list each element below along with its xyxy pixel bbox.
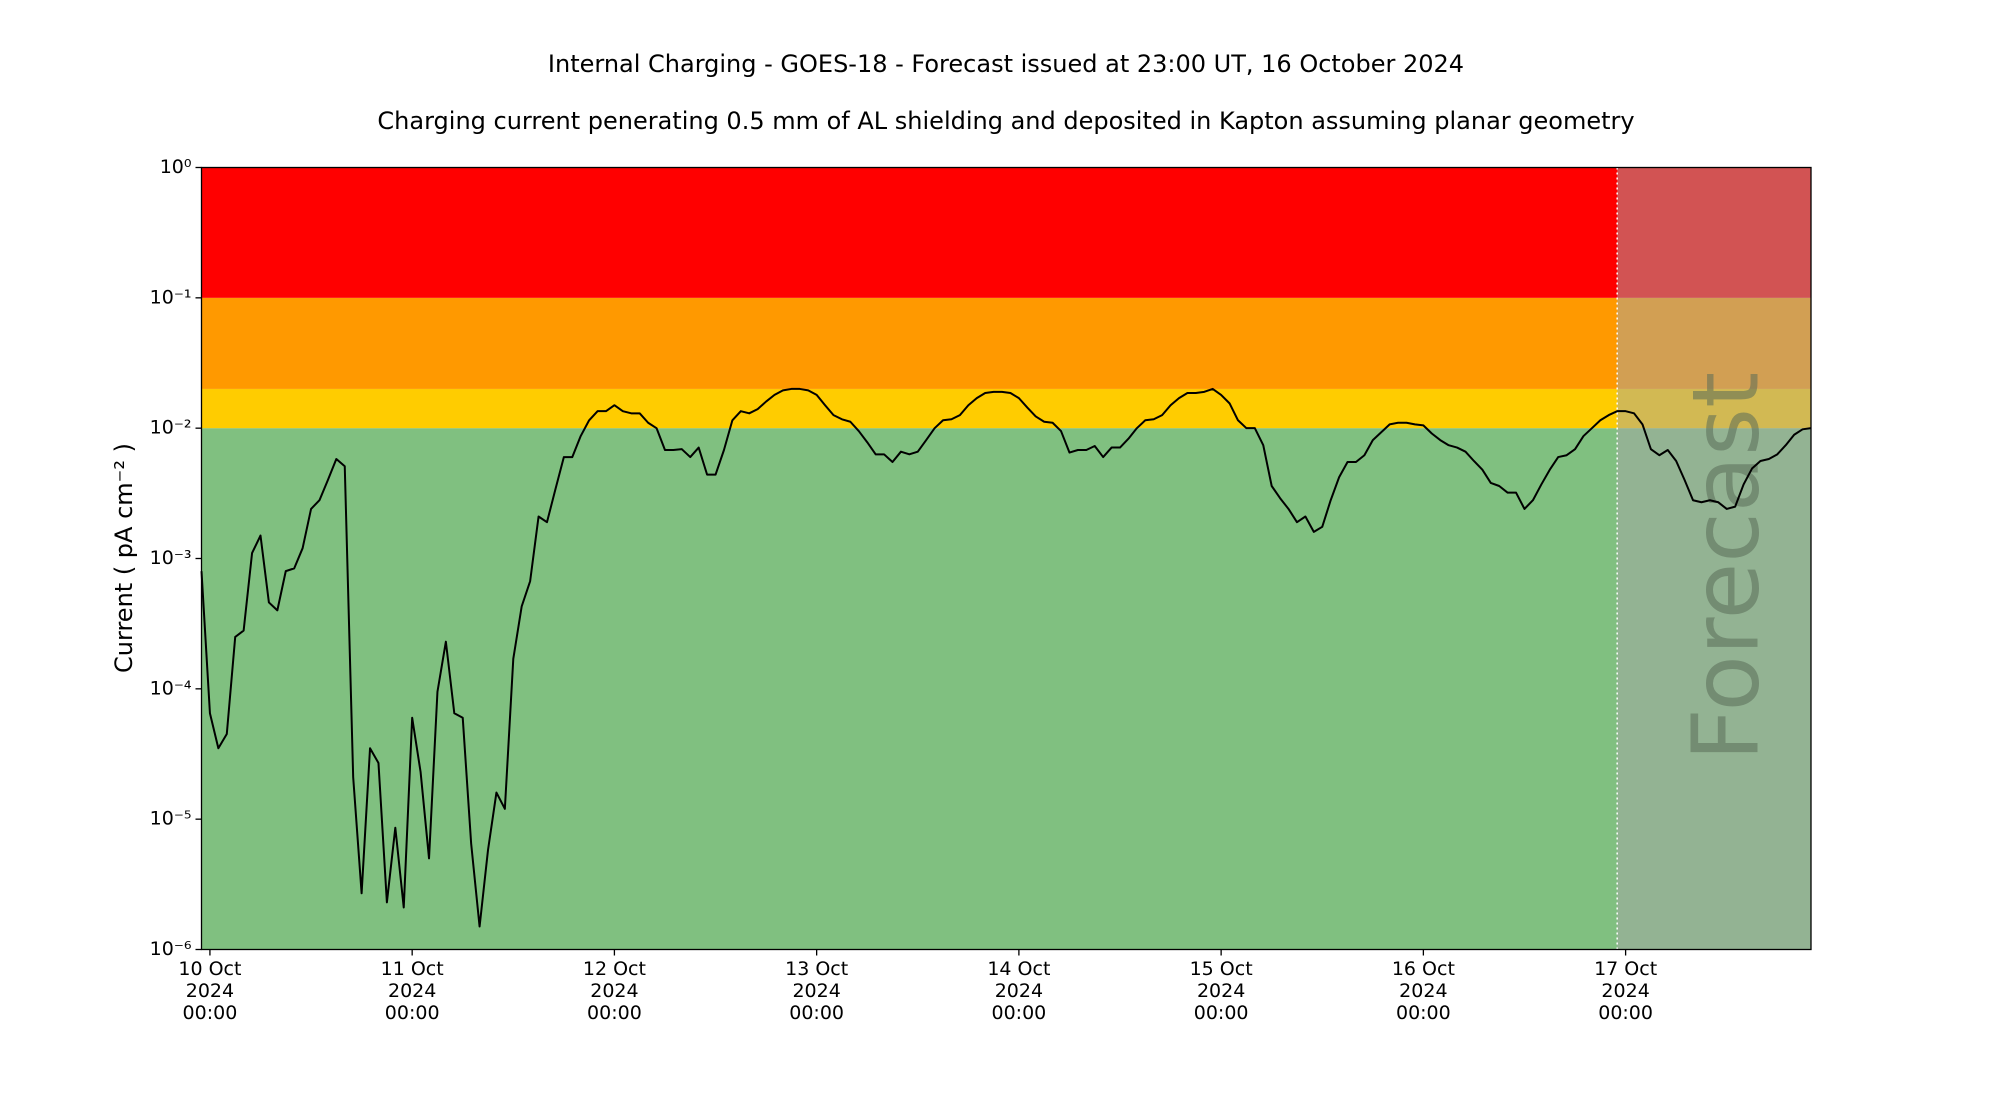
y-axis-label: Current ( pA cm⁻² ) (110, 443, 138, 673)
x-tick-label: 16 Oct 2024 00:00 (1391, 957, 1455, 1024)
x-tick-label: 10 Oct 2024 00:00 (178, 957, 242, 1024)
forecast-region (1617, 167, 1811, 950)
y-tick-label: 10⁻¹ (150, 286, 192, 308)
chart-subtitle: Charging current penerating 0.5 mm of AL… (377, 107, 1634, 135)
y-tick-label: 10⁻² (150, 417, 192, 439)
x-tick-label: 17 Oct 2024 00:00 (1594, 957, 1658, 1024)
x-tick-label: 12 Oct 2024 00:00 (582, 957, 646, 1024)
y-tick-label: 10⁻⁶ (150, 938, 192, 960)
x-tick-label: 15 Oct 2024 00:00 (1189, 957, 1253, 1024)
y-tick-label: 10⁻⁴ (150, 677, 192, 699)
risk-band (201, 388, 1811, 429)
y-tick-label: 10⁰ (160, 156, 192, 178)
forecast-label: Forecast (1672, 372, 1779, 761)
x-tick-label: 14 Oct 2024 00:00 (987, 957, 1051, 1024)
y-tick-label: 10⁻⁵ (150, 808, 192, 830)
y-tick-label: 10⁻³ (150, 547, 192, 569)
risk-band (201, 428, 1811, 950)
chart-title: Internal Charging - GOES-18 - Forecast i… (548, 50, 1464, 78)
risk-band (201, 297, 1811, 389)
data-line (200, 387, 1812, 928)
x-tick-label: 11 Oct 2024 00:00 (380, 957, 444, 1024)
x-tick-label: 13 Oct 2024 00:00 (785, 957, 849, 1024)
risk-band (201, 167, 1811, 298)
